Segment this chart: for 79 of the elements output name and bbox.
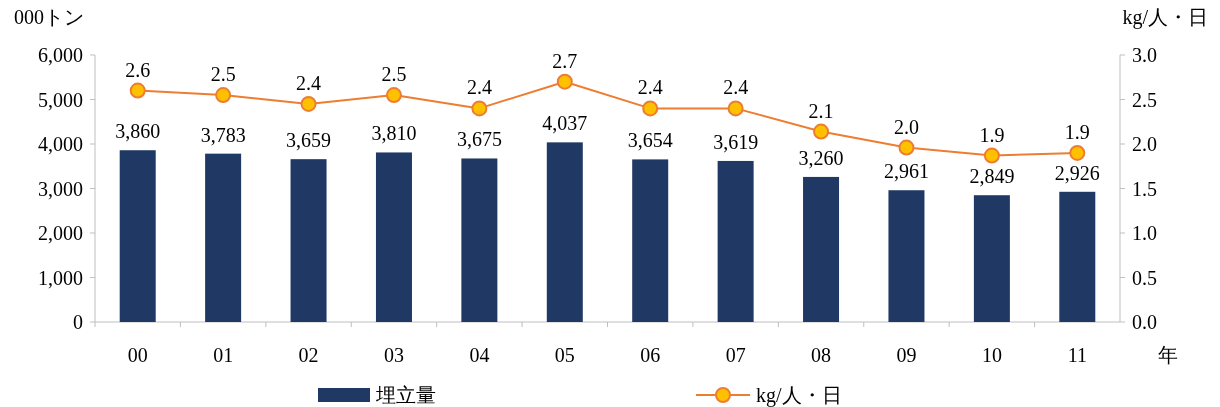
data-label: 2.7: [552, 49, 578, 72]
point: [727, 100, 744, 117]
bar: [973, 195, 1010, 322]
x-tick-label: 07: [725, 344, 746, 366]
y2-tick-label: 0.5: [1132, 266, 1157, 289]
data-label: 2.5: [381, 63, 407, 86]
point: [385, 87, 402, 104]
point: [642, 100, 659, 117]
bar: [119, 150, 156, 322]
x-tick-label: 09: [896, 344, 917, 366]
data-label: 3,860: [115, 120, 161, 143]
bar: [888, 190, 925, 322]
y-tick-label: 3,000: [38, 177, 83, 200]
data-label: 1.9: [979, 123, 1005, 146]
y2-tick-label: 2.5: [1132, 88, 1157, 111]
x-tick-label: 05: [554, 344, 575, 366]
point: [1069, 144, 1086, 161]
y2-tick-label: 1.0: [1132, 222, 1157, 244]
data-label: 4,037: [542, 112, 588, 135]
data-label: 3,619: [713, 130, 759, 153]
y-tick-label: 1,000: [38, 266, 83, 289]
y-tick-label: 2,000: [38, 222, 83, 244]
y2-tick-label: 2.0: [1132, 133, 1157, 155]
y2-axis-title: kg/人・日: [1122, 6, 1208, 29]
data-label: 1.9: [1064, 120, 1090, 143]
data-label: 3,659: [286, 129, 332, 152]
x-tick-label: 03: [383, 344, 404, 366]
bar: [803, 176, 840, 322]
x-tick-label: 02: [298, 344, 319, 366]
y2-tick-label: 0.0: [1132, 311, 1157, 333]
bar: [717, 160, 754, 322]
legend-label: 埋立量: [375, 384, 436, 406]
data-label: 2.5: [210, 63, 236, 86]
data-label: 2.4: [637, 76, 663, 99]
data-label: 2,926: [1054, 161, 1100, 184]
bar: [632, 159, 669, 322]
legend-label: kg/人・日: [756, 384, 842, 407]
bar: [546, 142, 583, 322]
y-tick-label: 5,000: [38, 88, 83, 111]
bar: [290, 159, 327, 322]
bar: [1059, 191, 1096, 322]
data-label: 2.0: [893, 115, 919, 138]
data-label: 2,849: [969, 165, 1015, 188]
x-tick-label: 10: [981, 344, 1002, 366]
point: [215, 87, 232, 104]
data-label: 3,675: [456, 128, 502, 151]
data-label: 2.1: [808, 99, 834, 122]
y2-tick-label: 3.0: [1132, 44, 1157, 66]
data-label: 2,961: [883, 160, 929, 183]
point: [300, 95, 317, 112]
x-tick-label: 06: [640, 344, 661, 366]
bar: [375, 152, 412, 322]
data-label: 2.4: [466, 76, 492, 99]
x-tick-label: 01: [213, 344, 234, 366]
x-tick-label: 11: [1067, 344, 1087, 366]
bar: [461, 158, 498, 322]
data-label: 3,654: [627, 129, 673, 152]
y-tick-label: 6,000: [38, 44, 83, 66]
y-axis-title: 000トン: [14, 6, 84, 28]
point: [129, 82, 146, 99]
y-tick-label: 4,000: [38, 133, 83, 155]
x-tick-label: 08: [811, 344, 832, 366]
bar: [205, 153, 242, 322]
point: [556, 73, 573, 90]
data-label: 2.6: [125, 58, 151, 81]
point: [983, 147, 1000, 164]
y-tick-label: 0: [73, 311, 83, 333]
data-label: 3,260: [798, 146, 844, 169]
y2-tick-label: 1.5: [1132, 177, 1157, 200]
data-label: 2.4: [296, 71, 322, 94]
data-label: 3,810: [371, 122, 417, 145]
x-tick-label: 04: [469, 344, 490, 366]
point: [813, 123, 830, 140]
x-tick-label: 00: [127, 344, 148, 366]
data-label: 2.4: [723, 76, 749, 99]
x-axis-title: 年: [1158, 344, 1178, 366]
point: [471, 100, 488, 117]
data-label: 3,783: [200, 123, 246, 146]
point: [898, 139, 915, 156]
